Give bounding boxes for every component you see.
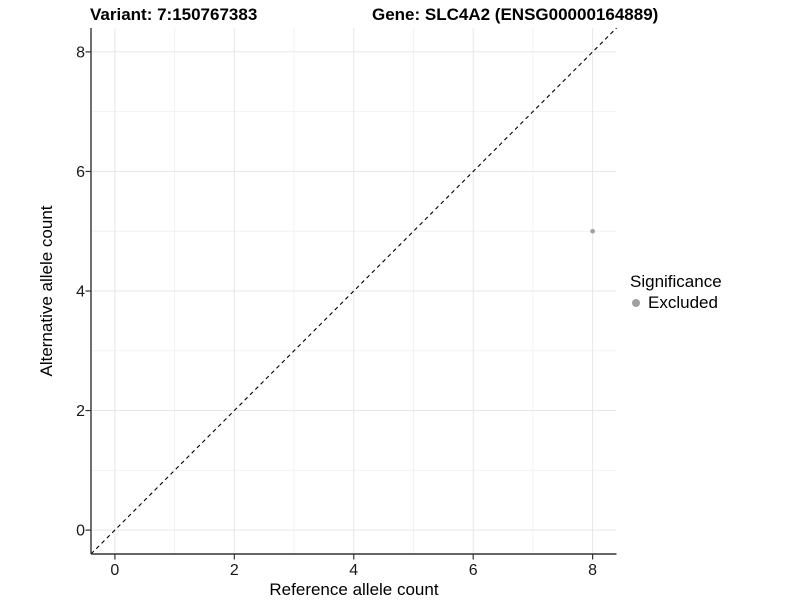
y-tick-label: 6 [76,164,85,181]
legend: Significance Excluded [630,272,722,313]
data-point [590,228,595,234]
y-tick-label: 4 [76,284,85,301]
y-axis-title: Alternative allele count [37,205,56,377]
x-tick-label: 6 [469,562,478,579]
x-tick-label: 8 [588,562,597,579]
legend-item-label: Excluded [648,293,718,312]
x-tick-label: 4 [349,562,358,579]
y-tick-label: 2 [76,403,85,420]
identity-reference-line [90,27,617,555]
excluded-point-icon [632,299,640,307]
variant-title: Variant: 7:150767383 [90,5,258,24]
x-tick-label: 0 [110,562,119,579]
y-tick-label: 8 [76,44,85,61]
y-tick-label: 0 [76,523,85,540]
x-axis-title: Reference allele count [269,580,439,599]
gene-title: Gene: SLC4A2 (ENSG00000164889) [372,5,659,24]
legend-title: Significance [630,272,722,291]
x-tick-label: 2 [230,562,239,579]
legend-item-excluded: Excluded [630,293,722,313]
